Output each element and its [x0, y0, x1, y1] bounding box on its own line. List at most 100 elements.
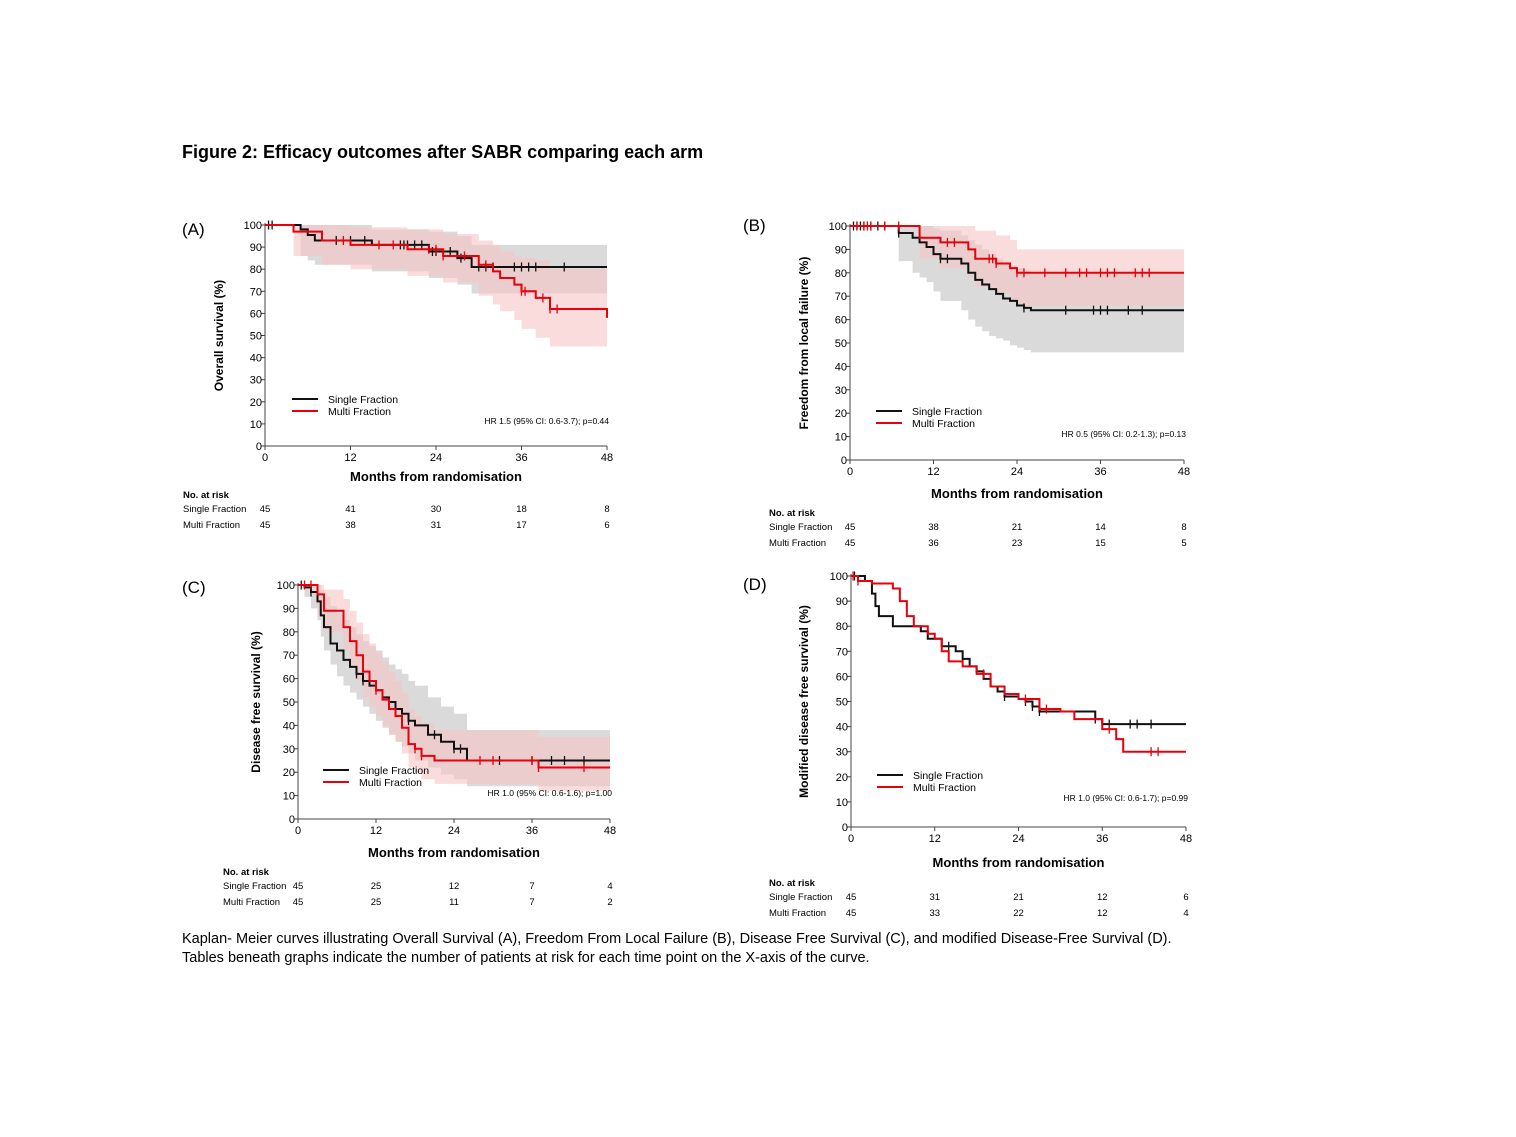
- km-panel-b: 0 10 20 30 40 50 60 70 80 90 100 0 12 24 36 48 Months fr…: [797, 221, 1190, 501]
- panel-label-c: (C): [182, 578, 206, 597]
- risk-value: 8: [604, 504, 610, 515]
- y-tick-label: 80: [250, 264, 262, 276]
- y-tick-label: 50: [836, 697, 848, 709]
- risk-value: 15: [1095, 538, 1106, 549]
- y-tick-label: 90: [283, 603, 295, 615]
- x-tick-label: 0: [295, 825, 301, 837]
- y-tick-label: 20: [836, 772, 848, 784]
- km-curve-multi: [850, 225, 1184, 274]
- risk-row-label: Multi Fraction: [769, 538, 827, 549]
- x-tick-label: 24: [1012, 833, 1024, 845]
- caption-line-2: Tables beneath graphs indicate the numbe…: [182, 950, 870, 966]
- y-tick-label: 30: [250, 375, 262, 387]
- hazard-ratio-annotation: HR 1.0 (95% CI: 0.6-1.7); p=0.99: [1064, 793, 1189, 803]
- y-tick-label: 90: [250, 242, 262, 254]
- risk-value: 45: [259, 520, 271, 531]
- risk-table-b: No. at risk Single Fraction 45 38 21 14 8 Multi…: [769, 508, 1199, 553]
- hazard-ratio-annotation: HR 1.5 (95% CI: 0.6-3.7); p=0.44: [485, 416, 610, 426]
- y-tick-label: 0: [256, 441, 262, 453]
- risk-value: 45: [844, 538, 856, 549]
- x-tick-label: 12: [929, 833, 941, 845]
- legend-label-single: Single Fraction: [359, 765, 429, 777]
- x-tick-label: 48: [604, 825, 616, 837]
- risk-value: 4: [1183, 908, 1189, 919]
- y-tick-label: 100: [830, 571, 848, 583]
- risk-table-d: No. at risk Single Fraction 45 31 21 12 6 Multi…: [769, 878, 1199, 923]
- x-tick-label: 36: [1096, 833, 1108, 845]
- risk-value: 38: [928, 522, 939, 533]
- risk-row-label: Single Fraction: [769, 522, 833, 533]
- y-tick-label: 30: [835, 385, 847, 397]
- y-tick-label: 100: [277, 580, 295, 592]
- y-tick-label: 90: [836, 596, 848, 608]
- y-axis-title: Freedom from local failure (%): [797, 257, 811, 430]
- risk-value: 12: [1096, 908, 1108, 919]
- y-axis-title: Overall survival (%): [212, 280, 226, 391]
- x-tick-label: 36: [515, 452, 527, 464]
- hazard-ratio-annotation: HR 1.0 (95% CI: 0.6-1.6); p=1.00: [488, 788, 613, 798]
- ci-band-multi: [265, 225, 607, 365]
- x-tick-label: 24: [1011, 466, 1023, 478]
- y-tick-label: 60: [835, 315, 847, 327]
- km-curve-multi: [265, 224, 608, 318]
- risk-value: 45: [259, 504, 271, 515]
- y-tick-label: 50: [250, 331, 262, 343]
- panel-label-b: (B): [743, 216, 766, 235]
- risk-value: 6: [604, 520, 610, 531]
- risk-value: 4: [607, 881, 613, 892]
- risk-table-header: No. at risk: [769, 878, 815, 889]
- legend-label-single: Single Fraction: [913, 770, 983, 782]
- risk-value: 17: [516, 520, 527, 531]
- km-curve-single: [850, 225, 1184, 312]
- x-axis-title: Months from randomisation: [350, 469, 522, 484]
- y-tick-label: 20: [835, 408, 847, 420]
- y-tick-label: 20: [250, 397, 262, 409]
- y-axis-title: Modified disease free survival (%): [797, 605, 811, 798]
- x-tick-label: 0: [262, 452, 268, 464]
- risk-row-label: Multi Fraction: [183, 520, 241, 531]
- y-tick-label: 60: [250, 308, 262, 320]
- y-tick-label: 100: [829, 221, 847, 233]
- x-axis-title: Months from randomisation: [368, 845, 540, 860]
- x-tick-label: 24: [430, 452, 442, 464]
- risk-value: 7: [529, 897, 535, 908]
- risk-value: 31: [929, 892, 941, 903]
- km-curve-multi: [298, 584, 610, 769]
- x-tick-label: 0: [848, 833, 854, 845]
- y-tick-label: 40: [836, 722, 848, 734]
- risk-value: 5: [1181, 538, 1187, 549]
- y-tick-label: 30: [836, 747, 848, 759]
- y-axis-title: Disease free survival (%): [249, 631, 263, 772]
- risk-value: 2: [607, 897, 613, 908]
- x-tick-label: 36: [1094, 466, 1106, 478]
- km-curve-multi: [851, 575, 1186, 753]
- y-tick-label: 60: [283, 674, 295, 686]
- y-tick-label: 70: [836, 646, 848, 658]
- risk-value: 25: [370, 897, 382, 908]
- figure-title: Figure 2: Efficacy outcomes after SABR c…: [182, 142, 704, 162]
- risk-table-c: No. at risk Single Fraction 45 25 12 7 4 Multi …: [223, 867, 623, 912]
- x-tick-label: 24: [448, 825, 460, 837]
- y-tick-label: 0: [842, 822, 848, 834]
- km-panel-c: 0 10 20 30 40 50 60 70 80 90 100 0 12 24 36 48 Months fr…: [249, 580, 616, 860]
- y-tick-label: 60: [836, 671, 848, 683]
- km-curve-single: [851, 575, 1186, 726]
- x-tick-label: 12: [927, 466, 939, 478]
- y-tick-label: 20: [283, 767, 295, 779]
- x-tick-label: 12: [370, 825, 382, 837]
- risk-value: 31: [430, 520, 442, 531]
- y-tick-label: 80: [835, 268, 847, 280]
- y-tick-label: 10: [283, 791, 295, 803]
- risk-value: 45: [845, 892, 857, 903]
- risk-value: 23: [1011, 538, 1023, 549]
- panel-label-d: (D): [743, 575, 767, 594]
- y-tick-label: 50: [835, 338, 847, 350]
- legend-label-multi: Multi Fraction: [328, 406, 391, 418]
- risk-value: 21: [1011, 522, 1023, 533]
- risk-table-header: No. at risk: [769, 508, 815, 519]
- risk-value: 6: [1183, 892, 1189, 903]
- risk-value: 11: [449, 897, 459, 908]
- legend-label-multi: Multi Fraction: [913, 782, 976, 794]
- y-tick-label: 50: [283, 697, 295, 709]
